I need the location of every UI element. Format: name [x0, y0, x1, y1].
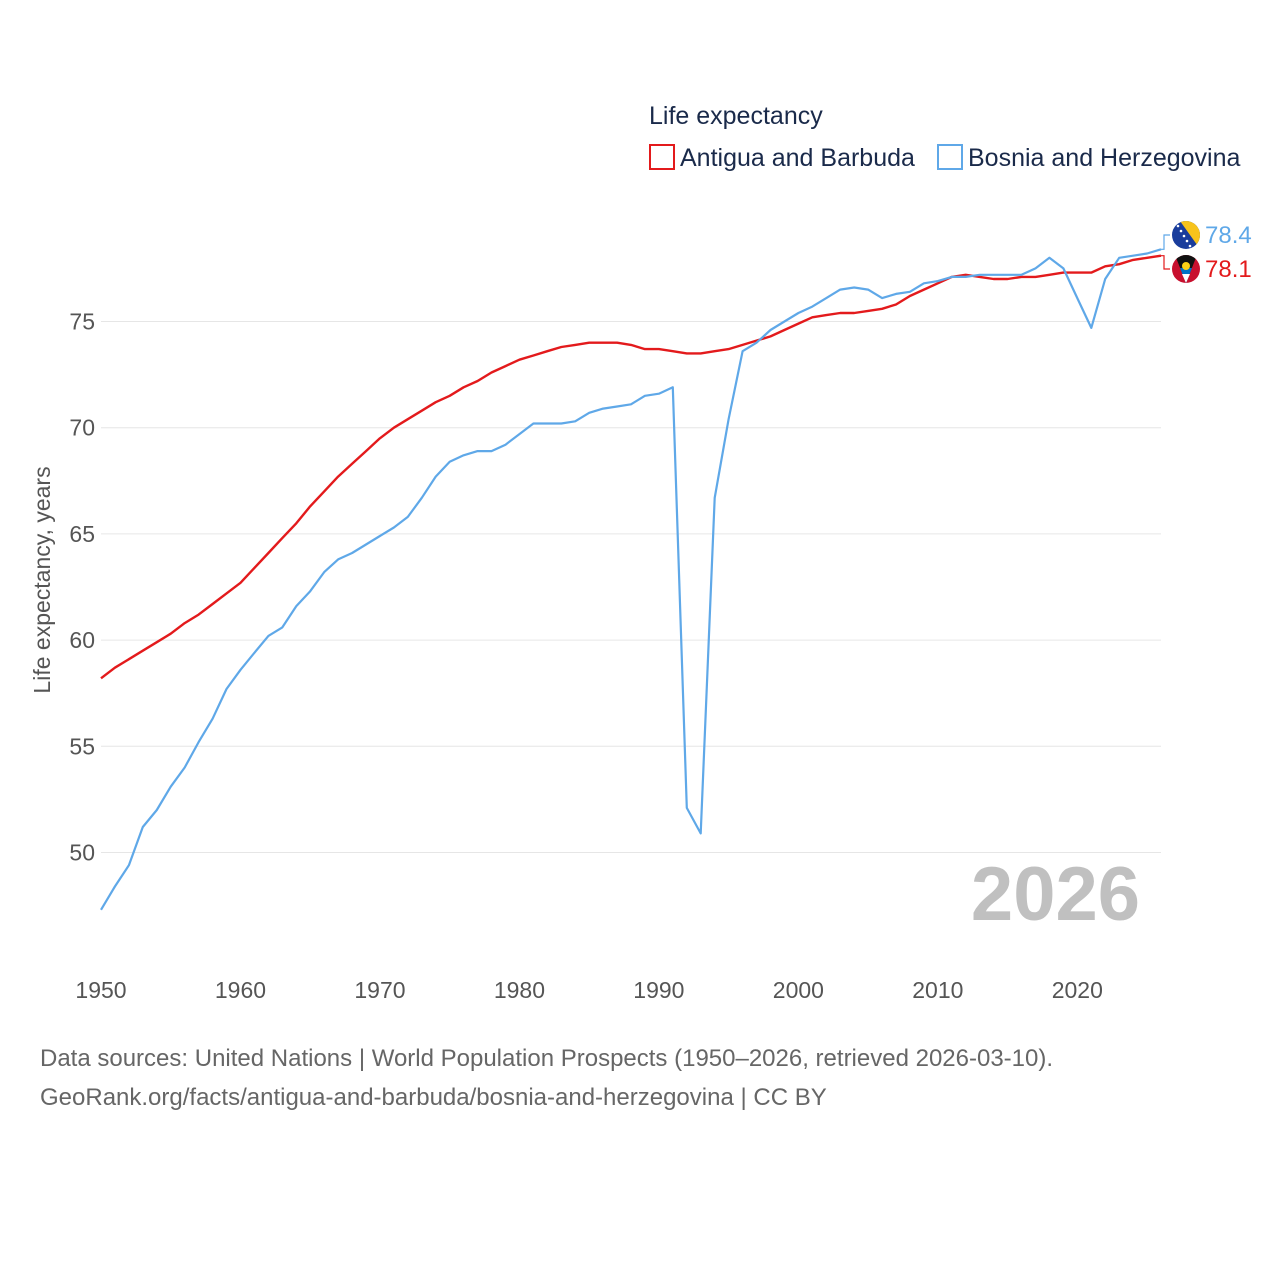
x-tick-label: 1970: [354, 977, 405, 1003]
x-tick-label: 2000: [773, 977, 824, 1003]
x-tick-label: 2010: [912, 977, 963, 1003]
legend-item-bosnia[interactable]: Bosnia and Herzegovina: [937, 144, 1240, 172]
y-tick-label: 70: [69, 415, 95, 441]
y-tick-label: 50: [69, 840, 95, 866]
grid: [101, 321, 1161, 853]
source-url[interactable]: GeoRank.org/facts/antigua-and-barbuda/bo…: [40, 1084, 827, 1111]
end-connector: [1161, 255, 1170, 270]
year-watermark: 2026: [971, 852, 1140, 937]
x-tick-label: 2020: [1052, 977, 1103, 1003]
x-tick-label: 1960: [215, 977, 266, 1003]
source-note: Data sources: United Nations | World Pop…: [40, 1045, 1054, 1072]
y-tick-label: 75: [69, 309, 95, 335]
legend-item-antigua[interactable]: Antigua and Barbuda: [649, 144, 915, 172]
legend-title: Life expectancy: [649, 102, 823, 130]
y-tick-label: 60: [69, 627, 95, 653]
legend-swatch-bosnia: [937, 144, 963, 170]
series-line-bosnia[interactable]: [100, 248, 1162, 911]
y-tick-label: 65: [69, 521, 95, 547]
x-tick-label: 1980: [494, 977, 545, 1003]
end-labels: 78.1 78.4: [1161, 222, 1252, 283]
x-tick-label: 1990: [633, 977, 684, 1003]
y-axis: 50 55 60 65 70 75: [69, 309, 95, 866]
legend-label-bosnia: Bosnia and Herzegovina: [968, 144, 1240, 172]
series-line-antigua[interactable]: [100, 254, 1162, 680]
legend-label-antigua: Antigua and Barbuda: [680, 144, 915, 172]
bosnia-flag-icon: [1172, 221, 1200, 249]
legend-swatch-antigua: [649, 144, 675, 170]
end-value-label: 78.4: [1205, 222, 1252, 249]
series-group: [100, 248, 1162, 911]
end-value-label: 78.1: [1205, 256, 1252, 283]
y-tick-label: 55: [69, 733, 95, 759]
antigua-flag-icon: [1172, 255, 1200, 283]
y-axis-label: Life expectancy, years: [29, 466, 55, 693]
end-connector: [1161, 234, 1170, 250]
x-tick-label: 1950: [75, 977, 126, 1003]
x-axis: 1950 1960 1970 1980 1990 2000 2010 2020: [75, 977, 1102, 1003]
